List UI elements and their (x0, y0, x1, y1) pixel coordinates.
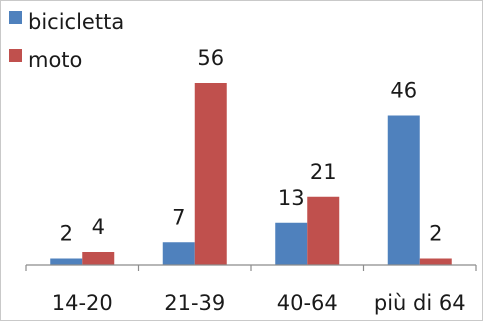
data-label-bicicletta-40-64: 13 (278, 186, 305, 210)
data-label-moto-più di 64: 2 (429, 222, 442, 246)
bar-moto-più di 64 (419, 258, 452, 265)
legend-label-bicicletta: bicicletta (28, 10, 124, 34)
x-tick-label-più di 64: più di 64 (374, 291, 466, 315)
data-label-bicicletta-21-39: 7 (172, 205, 185, 229)
legend-label-moto: moto (28, 48, 82, 72)
x-tick-label-14-20: 14-20 (52, 291, 113, 315)
bar-bicicletta-40-64 (275, 222, 308, 265)
bars (50, 83, 452, 265)
legend-swatch-bicicletta (9, 11, 22, 24)
legend-swatch-moto (9, 49, 22, 62)
bar-bicicletta-14-20 (50, 258, 83, 265)
bar-bicicletta-21-39 (162, 242, 195, 265)
x-tick-label-21-39: 21-39 (164, 291, 225, 315)
data-label-moto-21-39: 56 (197, 46, 224, 70)
bar-moto-21-39 (194, 83, 227, 265)
data-label-bicicletta-14-20: 2 (60, 222, 73, 246)
legend: bicicletta moto (9, 10, 124, 72)
x-tick-label-40-64: 40-64 (277, 291, 338, 315)
data-label-moto-40-64: 21 (310, 160, 337, 184)
bar-moto-40-64 (307, 196, 340, 265)
bar-bicicletta-più di 64 (387, 115, 420, 265)
data-label-moto-14-20: 4 (92, 215, 105, 239)
x-axis: 14-20 21-39 40-64 più di 64 (25, 264, 477, 315)
data-label-bicicletta-più di 64: 46 (390, 79, 417, 103)
bar-moto-14-20 (82, 252, 115, 265)
